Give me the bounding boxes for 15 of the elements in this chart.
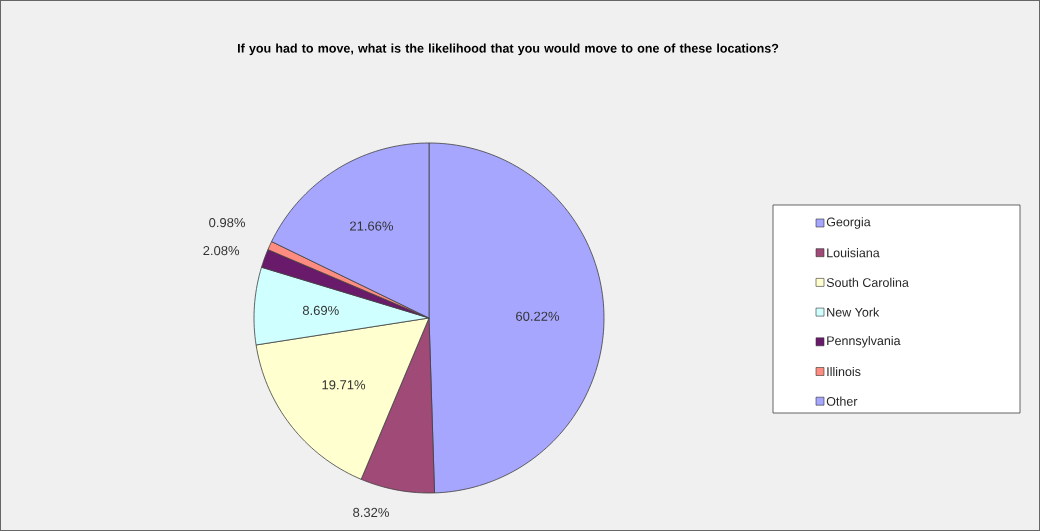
data-label: 0.98%	[209, 217, 246, 228]
legend-label: Pennsylvania	[827, 335, 901, 348]
legend-label: Other	[826, 396, 858, 406]
legend-label: New York	[827, 307, 880, 317]
data-label: 8.69%	[302, 305, 339, 316]
legend-label: Georgia	[826, 217, 871, 229]
data-label: 8.32%	[353, 507, 389, 518]
data-label: 60.22%	[516, 311, 560, 321]
data-label: 2.08%	[203, 245, 240, 256]
chart-title: If you had to move, what is the likelihood that you would move to one of these locations?	[237, 43, 779, 56]
legend-label: Illinois	[827, 366, 861, 377]
legend-label: Louisiana	[827, 248, 880, 258]
legend-label: South Carolina	[826, 277, 909, 287]
data-label: 19.71%	[322, 380, 366, 390]
data-label: 21.66%	[350, 221, 394, 231]
